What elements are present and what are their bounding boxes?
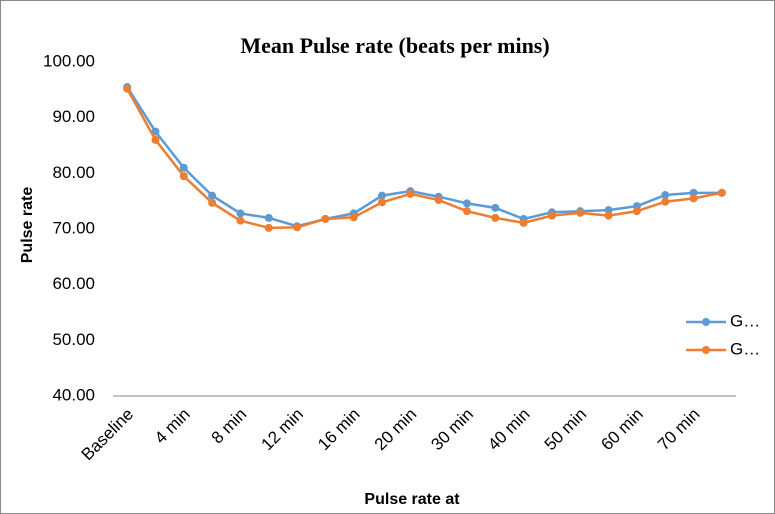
point xyxy=(434,196,443,205)
point xyxy=(208,198,217,207)
y-tick-label: 80.00 xyxy=(52,163,95,182)
point xyxy=(264,213,273,222)
point xyxy=(661,197,670,206)
point xyxy=(378,198,387,207)
legend-marker xyxy=(702,346,710,354)
x-axis-title: Pulse rate at xyxy=(364,491,460,508)
series-line xyxy=(126,88,723,230)
x-tick-label: Baseline xyxy=(78,405,138,465)
point xyxy=(236,209,245,218)
y-tick-label: 70.00 xyxy=(52,218,95,237)
point xyxy=(236,216,245,225)
point xyxy=(349,213,358,222)
legend-label: G… xyxy=(730,339,760,358)
point xyxy=(689,188,698,197)
point xyxy=(208,191,217,200)
x-tick-label: 30 min xyxy=(427,405,477,455)
x-tick-label: 16 min xyxy=(314,405,364,455)
x-tick-label: 8 min xyxy=(208,405,251,448)
y-tick-label: 60.00 xyxy=(52,274,95,293)
point xyxy=(717,188,726,197)
legend-label: G… xyxy=(730,311,760,330)
chart-title: Mean Pulse rate (beats per mins) xyxy=(240,33,549,58)
point xyxy=(689,194,698,203)
point xyxy=(123,84,132,93)
point xyxy=(264,223,273,232)
x-tick-label: 50 min xyxy=(541,405,591,455)
y-axis-title: Pulse rate xyxy=(19,187,36,264)
x-tick-label: 70 min xyxy=(654,405,704,455)
series-line xyxy=(126,86,722,228)
x-tick-label: 60 min xyxy=(597,405,647,455)
legend-marker xyxy=(702,318,710,326)
x-tick-label: 4 min xyxy=(151,405,194,448)
point xyxy=(378,191,387,200)
point xyxy=(632,207,641,216)
point xyxy=(179,163,188,172)
point xyxy=(547,211,556,220)
y-tick-label: 100.00 xyxy=(43,51,95,70)
point xyxy=(519,218,528,227)
y-tick-label: 90.00 xyxy=(52,107,95,126)
point xyxy=(462,207,471,216)
point xyxy=(293,223,302,232)
x-tick-label: 12 min xyxy=(258,405,308,455)
point xyxy=(179,172,188,181)
point xyxy=(321,214,330,223)
point xyxy=(491,203,500,212)
point xyxy=(462,199,471,208)
point xyxy=(406,189,415,198)
point xyxy=(604,211,613,220)
x-tick-label: 20 min xyxy=(371,405,421,455)
y-tick-label: 50.00 xyxy=(52,330,95,349)
x-tick-label: 40 min xyxy=(484,405,534,455)
point xyxy=(604,206,613,215)
point xyxy=(151,135,160,144)
point xyxy=(576,208,585,217)
y-tick-label: 40.00 xyxy=(52,385,95,404)
point xyxy=(491,213,500,222)
point xyxy=(661,191,670,200)
point xyxy=(151,127,160,136)
